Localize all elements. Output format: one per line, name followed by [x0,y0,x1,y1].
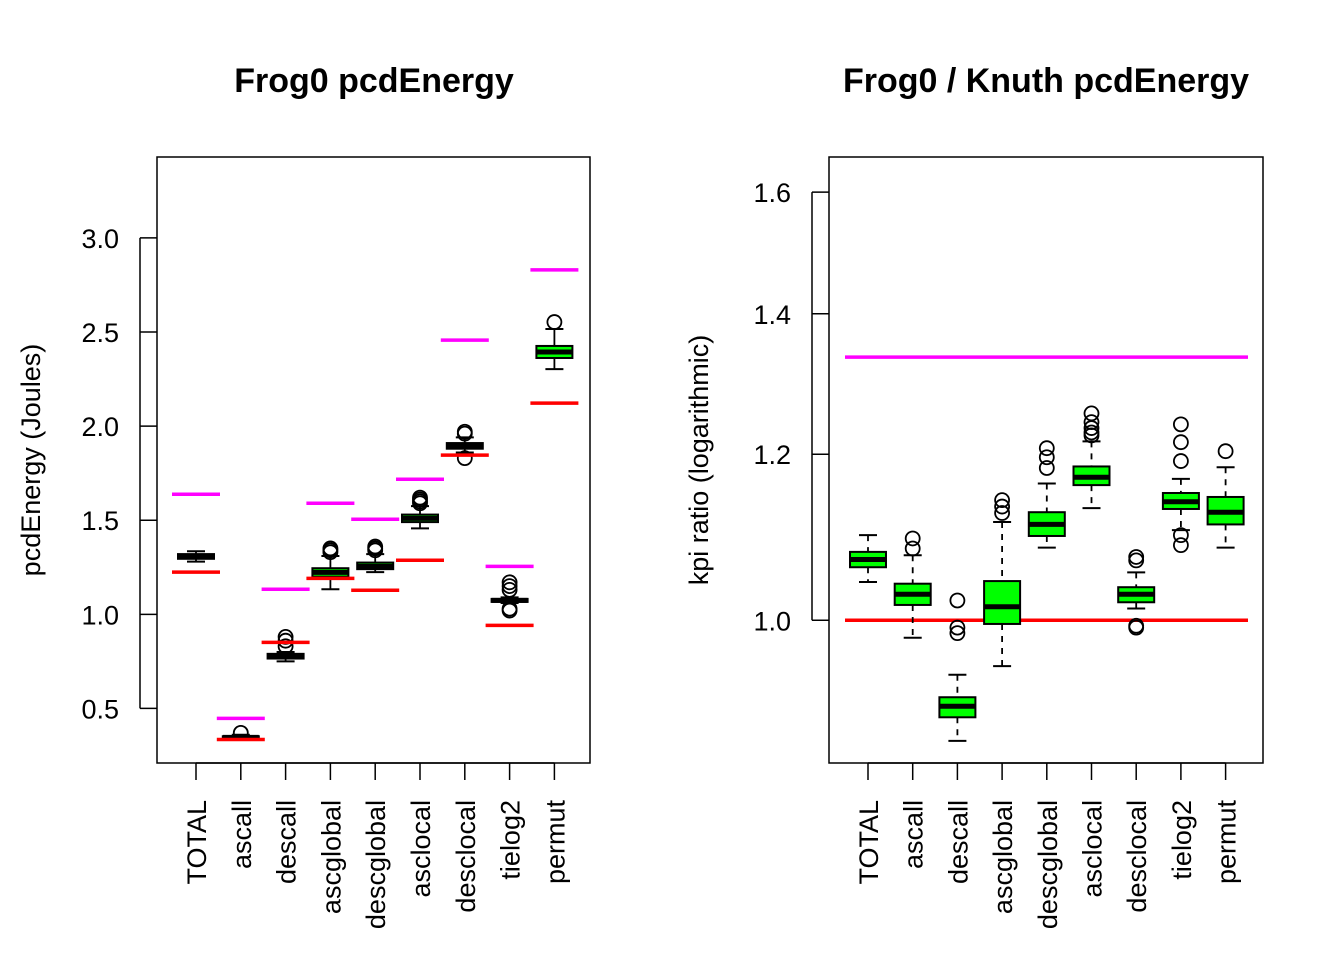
outlier-point [501,600,518,617]
y-tick-label: 1.0 [753,606,791,636]
outlier-point [367,538,384,555]
box-tielog2 [1161,416,1200,554]
x-tick-label: ascglobal [988,800,1018,914]
box-asclocal [401,489,439,530]
box-iqr [983,580,1022,625]
chart-title: Frog0 pcdEnergy [234,62,514,100]
y-tick-label: 1.2 [753,440,791,470]
outlier-point [949,619,966,636]
outlier-point [456,450,473,467]
box-descglobal [1027,440,1066,549]
x-tick-label: descglobal [1033,800,1063,929]
outlier-point [994,492,1010,509]
box-descall [266,629,305,663]
box-desclocal [445,423,484,467]
x-tick-label: desclocal [451,800,481,913]
outlier-point [949,592,966,609]
y-tick-label: 1.4 [753,300,791,330]
y-tick-label: 2.0 [81,412,119,442]
outlier-point [1038,440,1055,457]
panel-right: Frog0 / Knuth pcdEnergy kpi ratio (logar… [684,62,1264,929]
y-tick-label: 1.5 [81,506,119,536]
outlier-point [277,638,294,655]
panel-left: Frog0 pcdEnergy pcdEnergy (Joules) 0.5 1.… [16,62,591,929]
box-ascglobal [983,492,1022,668]
x-tick-label: ascglobal [316,800,346,914]
outlier-point [501,574,518,591]
box-ascall [893,530,932,639]
x-tick-label: desclocal [1122,800,1152,913]
outlier-point [1083,424,1100,441]
y-tick-label: 3.0 [81,224,119,254]
outlier-point [501,578,518,594]
outlier-point [1128,552,1145,569]
x-tick-label: tielog2 [1167,800,1197,880]
outlier-point [322,540,339,557]
x-tick-label: permut [1212,800,1242,885]
outlier-point [1128,549,1145,565]
y-tick-label: 1.0 [81,600,119,630]
box-descglobal [356,538,395,574]
box-TOTAL [177,550,215,563]
outlier-point [994,505,1010,521]
box-desclocal [1117,549,1156,636]
outlier-point [1038,460,1055,476]
box-tielog2 [490,574,529,619]
outlier-point [1038,449,1055,466]
outlier-point [1173,537,1189,554]
x-tick-label: descall [272,800,302,884]
y-tick-label: 0.5 [81,694,119,724]
outlier-point [949,625,966,642]
outlier-point [994,498,1010,515]
outlier-point [1173,416,1189,433]
x-tick-label: tielog2 [496,800,526,880]
outlier-point [546,314,563,330]
x-tick-label: descglobal [361,800,391,929]
box-asclocal [1072,405,1111,510]
chart-title: Frog0 / Knuth pcdEnergy [843,62,1249,100]
x-tick-label: ascall [899,800,929,869]
box-permut [535,314,574,371]
outlier-point [1083,414,1100,431]
outlier-point [1128,617,1145,634]
outlier-point [1173,434,1189,451]
box-ascglobal [311,540,350,591]
outlier-point [412,489,428,506]
outlier-point [904,540,921,557]
y-tick-label: 1.6 [753,178,791,208]
box-descall [938,592,977,742]
outlier-point [501,581,518,598]
outlier-point [1217,443,1234,460]
box-TOTAL [849,534,887,583]
plot-frame [156,156,591,764]
y-tick-label: 2.5 [81,318,119,348]
plot-frame [828,156,1264,764]
x-tick-label: ascall [227,800,257,869]
outlier-point [1173,527,1189,544]
outlier-point [1083,405,1100,422]
x-tick-label: permut [540,800,570,885]
x-tick-label: asclocal [1078,800,1108,898]
x-tick-label: descall [943,800,973,884]
box-permut [1206,443,1245,549]
y-axis-label: pcdEnergy (Joules) [16,344,46,577]
x-tick-label: asclocal [406,800,436,898]
outlier-point [904,530,921,547]
x-tick-label: TOTAL [182,800,212,885]
x-tick-label: TOTAL [854,800,884,885]
y-axis-label: kpi ratio (logarithmic) [684,335,714,586]
outlier-point [456,423,473,440]
outlier-point [1173,453,1189,469]
